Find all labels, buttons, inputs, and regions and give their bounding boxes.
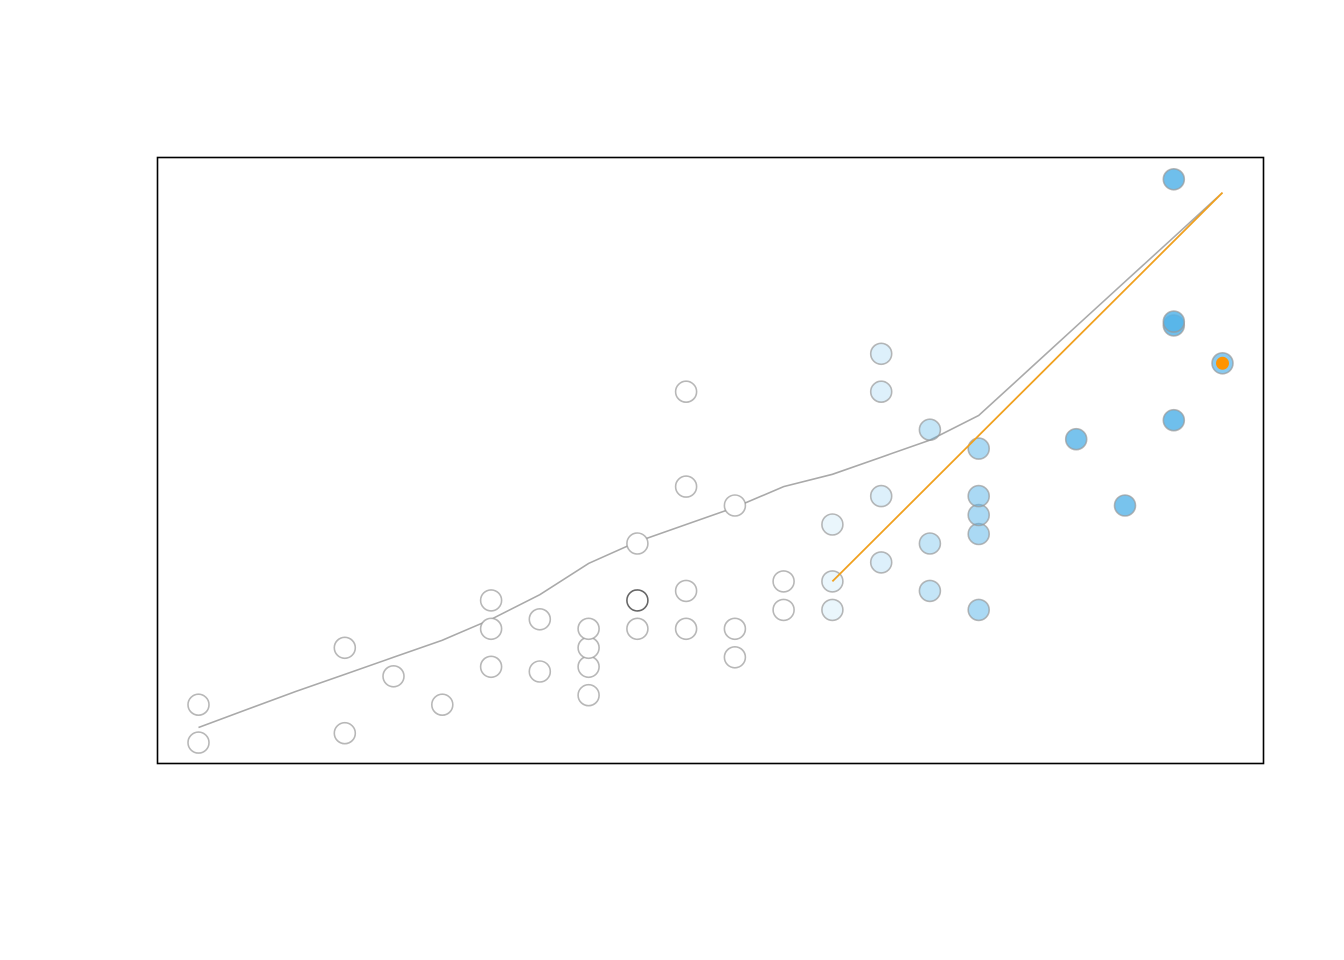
data-point: [529, 609, 550, 630]
current-point-layer: [1216, 357, 1229, 370]
data-point: [334, 637, 355, 658]
data-point: [968, 438, 989, 459]
data-point: [822, 599, 843, 620]
data-point: [676, 580, 697, 601]
data-point: [432, 694, 453, 715]
data-point: [578, 685, 599, 706]
data-point: [968, 524, 989, 545]
data-point: [481, 590, 502, 611]
plot-frame: [158, 158, 1264, 764]
current-point-marker: [1216, 357, 1229, 370]
data-point: [578, 656, 599, 677]
data-point: [968, 505, 989, 526]
data-point: [968, 486, 989, 507]
data-point: [481, 618, 502, 639]
data-point: [676, 381, 697, 402]
points-layer: [188, 169, 1233, 753]
data-point: [871, 343, 892, 364]
data-point: [1163, 410, 1184, 431]
data-point: [383, 666, 404, 687]
data-point: [1163, 169, 1184, 190]
data-point: [822, 514, 843, 535]
data-point: [188, 694, 209, 715]
data-point: [968, 599, 989, 620]
data-point: [627, 533, 648, 554]
data-point: [188, 732, 209, 753]
data-point: [627, 618, 648, 639]
data-point: [724, 647, 745, 668]
data-point: [919, 419, 940, 440]
data-point: [627, 590, 648, 611]
data-point: [1115, 495, 1136, 516]
data-point: [578, 637, 599, 658]
data-point: [676, 618, 697, 639]
data-point: [871, 486, 892, 507]
data-point: [578, 618, 599, 639]
data-point: [1163, 311, 1184, 332]
data-point: [919, 580, 940, 601]
data-point: [773, 571, 794, 592]
data-point: [871, 552, 892, 573]
data-point: [334, 723, 355, 744]
data-point: [871, 381, 892, 402]
data-point: [676, 476, 697, 497]
data-point: [481, 656, 502, 677]
data-point: [919, 533, 940, 554]
data-point: [1066, 429, 1087, 450]
data-point: [724, 495, 745, 516]
data-point: [529, 661, 550, 682]
data-point: [773, 599, 794, 620]
data-point: [724, 618, 745, 639]
